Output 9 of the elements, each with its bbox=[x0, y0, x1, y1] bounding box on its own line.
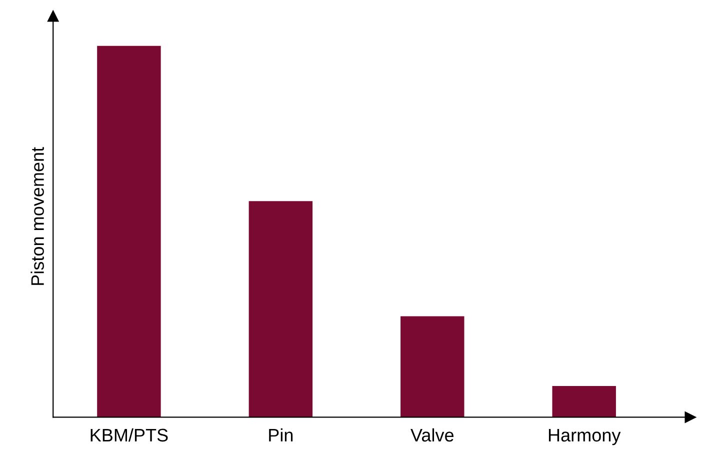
x-tick-label: KBM/PTS bbox=[90, 428, 168, 442]
bar bbox=[552, 386, 616, 418]
x-tick-label: Harmony bbox=[548, 428, 621, 446]
x-tick-label: Valve bbox=[410, 428, 454, 442]
bar bbox=[248, 201, 313, 418]
bar bbox=[400, 316, 464, 418]
y-axis-title: Piston movement bbox=[30, 147, 44, 285]
bar bbox=[97, 46, 161, 418]
x-tick-label: Pin bbox=[269, 428, 293, 442]
